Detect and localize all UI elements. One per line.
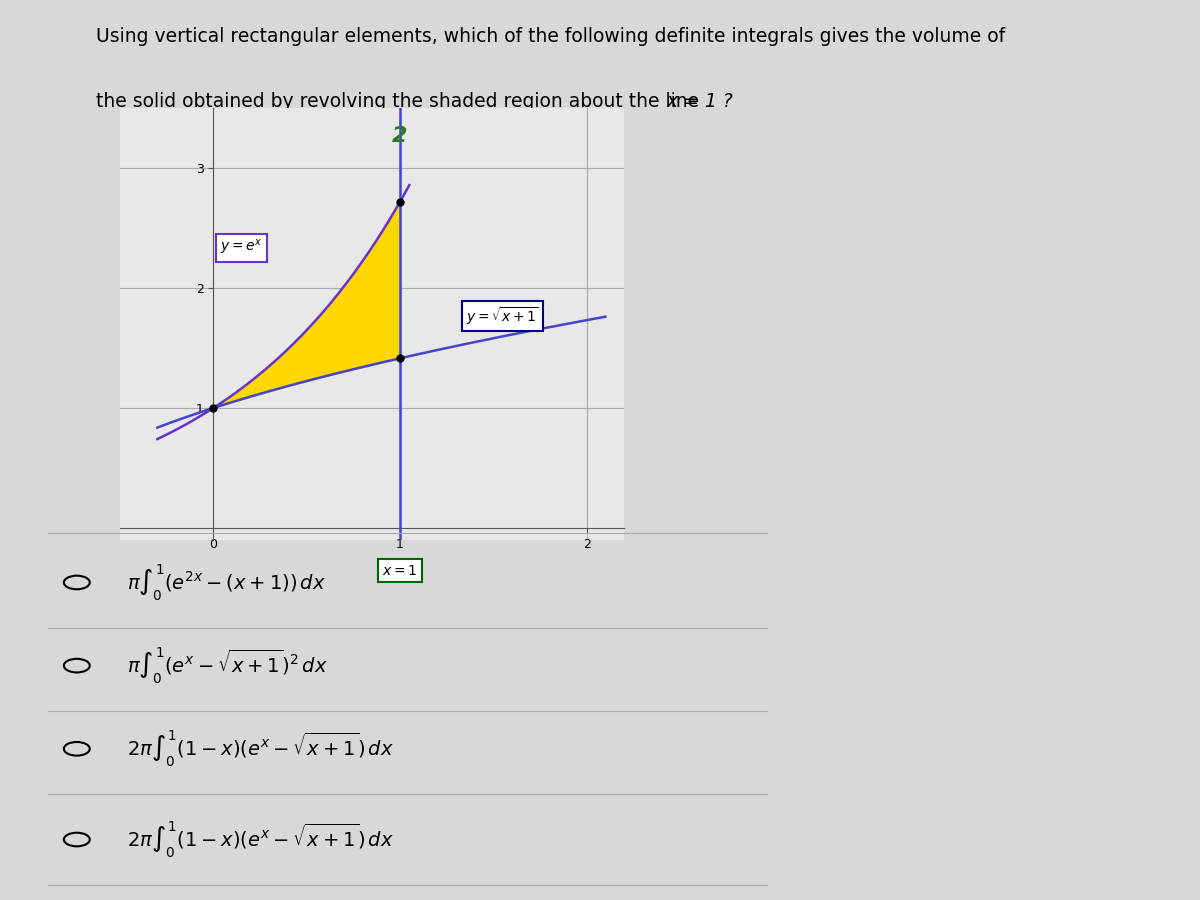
Text: $y = e^x$: $y = e^x$ — [220, 238, 263, 257]
Text: $x = 1$: $x = 1$ — [383, 563, 418, 578]
Text: $2\pi \int_{0}^{1} (1-x)(e^{x} - \sqrt{x+1})\,dx$: $2\pi \int_{0}^{1} (1-x)(e^{x} - \sqrt{x… — [127, 819, 394, 859]
Text: x = 1 ?: x = 1 ? — [666, 92, 733, 111]
Text: $\pi \int_{0}^{1} (e^{2x} - (x+1))\,dx$: $\pi \int_{0}^{1} (e^{2x} - (x+1))\,dx$ — [127, 562, 326, 603]
Text: $y = \sqrt{x+1}$: $y = \sqrt{x+1}$ — [467, 305, 539, 327]
Text: the solid obtained by revolving the shaded region about the line: the solid obtained by revolving the shad… — [96, 92, 706, 111]
Text: $\pi \int_{0}^{1} (e^{x} - \sqrt{x+1})^{2}\,dx$: $\pi \int_{0}^{1} (e^{x} - \sqrt{x+1})^{… — [127, 645, 328, 686]
Text: Using vertical rectangular elements, which of the following definite integrals g: Using vertical rectangular elements, whi… — [96, 27, 1006, 46]
Text: $2\pi \int_{0}^{1} (1-x)(e^{x} - \sqrt{x+1})\,dx$: $2\pi \int_{0}^{1} (1-x)(e^{x} - \sqrt{x… — [127, 729, 394, 769]
Text: 2: 2 — [392, 126, 408, 146]
